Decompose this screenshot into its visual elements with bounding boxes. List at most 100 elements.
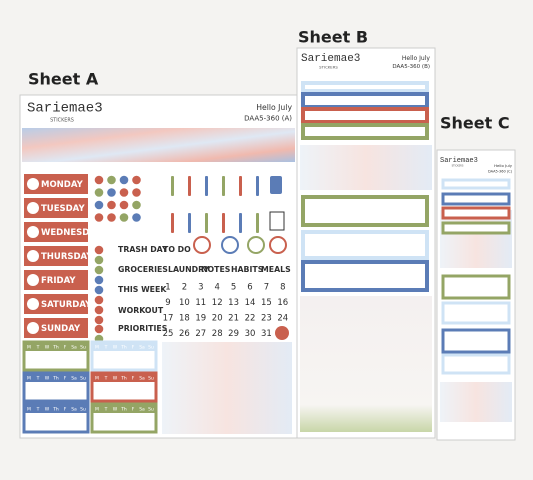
- week-day: W: [45, 344, 50, 350]
- calendar-day: 4: [214, 283, 219, 293]
- day-dot: [27, 298, 39, 310]
- dot: [94, 315, 104, 325]
- sticker-box: [301, 123, 429, 140]
- icon: [269, 236, 287, 254]
- day-tab: [24, 318, 88, 338]
- sticker-box: [301, 107, 429, 124]
- week-day: T: [104, 406, 108, 412]
- sheet-code: DAA5-360 (C): [488, 169, 513, 173]
- icon: [193, 236, 211, 254]
- calendar-day: 31: [261, 329, 272, 339]
- dot: [107, 175, 116, 185]
- week-day: Th: [120, 344, 127, 350]
- word-label: WORKOUT: [118, 306, 164, 315]
- week-day: Sa: [71, 375, 77, 381]
- week-day: Su: [80, 375, 86, 381]
- dot: [119, 200, 129, 210]
- sheet-title: Hello July: [256, 103, 292, 112]
- week-day: F: [64, 375, 67, 381]
- week-day: Sa: [71, 406, 77, 412]
- dot: [94, 275, 104, 285]
- icon: [247, 236, 265, 254]
- calendar-day: 11: [195, 298, 206, 308]
- week-day: T: [36, 375, 40, 381]
- calendar-day: 2: [182, 283, 187, 293]
- week-day: Th: [52, 375, 59, 381]
- dot: [107, 213, 116, 222]
- word-label: NOTES: [201, 265, 231, 274]
- icon: [221, 236, 239, 254]
- week-bar: [92, 342, 156, 351]
- day-tab: [24, 222, 88, 242]
- brand: Sariemae3: [440, 157, 478, 165]
- week-day: M: [95, 406, 99, 412]
- calendar-day: 25: [163, 329, 174, 339]
- week-day: W: [45, 406, 50, 412]
- word-label: GROCERIES: [118, 265, 168, 274]
- day-tab: [24, 294, 88, 314]
- dot: [94, 175, 104, 185]
- dot: [94, 285, 104, 295]
- week-day: Th: [52, 344, 59, 350]
- day-label: FRIDAY: [41, 276, 76, 286]
- utensil-icon: [222, 176, 225, 196]
- dot: [94, 245, 104, 255]
- sticker-box: [301, 92, 429, 109]
- calendar-day: 24: [277, 314, 288, 324]
- week-day: W: [113, 344, 118, 350]
- word-label: TRASH DAY: [118, 245, 168, 254]
- calendar-day: 14: [245, 298, 256, 308]
- week-day: Sa: [139, 344, 145, 350]
- word-label: TO DO: [163, 245, 191, 254]
- utensil-icon: [256, 213, 259, 233]
- word-label: PRIORITIES: [118, 324, 168, 333]
- week-bar: [92, 373, 156, 382]
- utensil-icon: [239, 213, 242, 233]
- calendar-day: 8: [280, 283, 285, 293]
- calendar-day: 20: [212, 314, 223, 324]
- calendar-day: 13: [228, 298, 239, 308]
- dot: [94, 213, 104, 222]
- sticker-box: [441, 353, 511, 375]
- week-day: Th: [52, 406, 59, 412]
- week-day: M: [95, 375, 99, 381]
- dot: [119, 175, 129, 185]
- week-day: F: [132, 344, 135, 350]
- dot: [132, 200, 141, 210]
- utensil-icon: [205, 213, 208, 233]
- trash-icon: [269, 211, 285, 231]
- day-label: THURSDAY: [41, 252, 93, 262]
- dot: [94, 188, 104, 197]
- dot: [119, 188, 129, 197]
- brand: Sariemae3: [301, 53, 360, 65]
- day-dot: [27, 226, 39, 238]
- dot: [132, 188, 141, 197]
- day-tab: [24, 246, 88, 266]
- sticker-box: [301, 230, 429, 260]
- word-label: MEALS: [261, 265, 291, 274]
- calendar-day: 22: [245, 314, 256, 324]
- sheet-title: Hello July: [402, 55, 431, 62]
- day-label: TUESDAY: [41, 204, 85, 214]
- calendar-day: 21: [228, 314, 239, 324]
- sticker-box: [441, 192, 511, 206]
- calendar-day: 12: [212, 298, 223, 308]
- dot: [94, 255, 104, 265]
- sheet-label: Sheet B: [298, 28, 368, 47]
- day-dot: [27, 250, 39, 262]
- word-label: LAUNDRY: [168, 265, 210, 274]
- calendar-day: 23: [261, 314, 272, 324]
- dot: [94, 305, 104, 315]
- calendar-day: 10: [179, 298, 190, 308]
- calendar-day: 30: [245, 329, 256, 339]
- watercolor-panel: [162, 342, 292, 434]
- day-label: SUNDAY: [41, 324, 81, 334]
- calendar-day: 29: [228, 329, 239, 339]
- week-day: F: [64, 406, 67, 412]
- brand-tag: STICKERS: [452, 164, 464, 167]
- week-day: M: [95, 344, 99, 350]
- week-day: Sa: [139, 375, 145, 381]
- sheet-title: Hello July: [494, 163, 513, 168]
- utensil-icon: [171, 176, 174, 196]
